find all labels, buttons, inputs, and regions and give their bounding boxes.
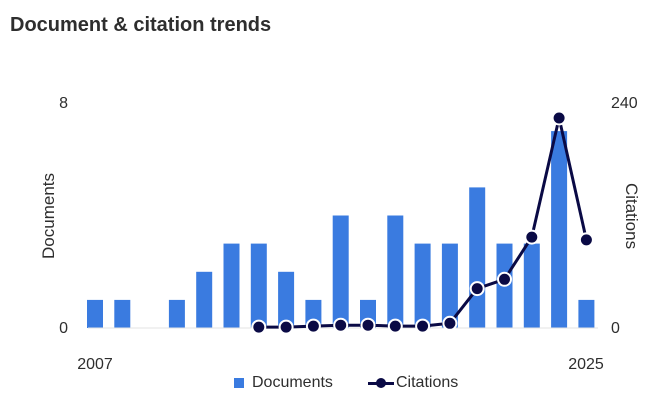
bar-documents-2020[interactable] <box>441 243 458 328</box>
bar-documents-2021[interactable] <box>469 187 486 328</box>
point-citations-2015[interactable] <box>305 318 321 334</box>
point-citations-2017[interactable] <box>360 317 376 333</box>
point-citations-2022[interactable] <box>497 271 512 287</box>
y2-axis-title: Citations <box>622 183 641 249</box>
bar-documents-2007[interactable] <box>87 299 103 328</box>
bar-documents-2012[interactable] <box>223 243 240 328</box>
point-citations-2018[interactable] <box>387 318 403 334</box>
bar-documents-2013[interactable] <box>250 243 267 328</box>
point-citations-2020[interactable] <box>442 315 458 331</box>
point-citations-2014[interactable] <box>278 319 294 335</box>
legend-label-documents: Documents <box>252 374 333 391</box>
bar-documents-2011[interactable] <box>196 271 213 329</box>
x-tick-first: 2007 <box>77 356 113 373</box>
y-tick-top: 8 <box>59 95 68 112</box>
point-citations-2024[interactable] <box>551 110 567 126</box>
point-citations-2016[interactable] <box>333 317 349 333</box>
point-citations-2021[interactable] <box>469 281 485 297</box>
point-citations-2025[interactable] <box>578 232 594 248</box>
x-tick-last: 2025 <box>568 356 604 373</box>
bar-documents-2024[interactable] <box>551 131 568 328</box>
y2-tick-top: 240 <box>611 95 638 112</box>
legend-swatch-citations <box>368 378 394 388</box>
point-citations-2019[interactable] <box>415 318 431 334</box>
bar-documents-2010[interactable] <box>168 299 185 328</box>
y-tick-bottom: 0 <box>59 320 68 337</box>
bar-documents-2018[interactable] <box>387 215 404 329</box>
point-citations-2023[interactable] <box>524 229 540 245</box>
y-axis-title: Documents <box>39 173 58 259</box>
legend-label-citations: Citations <box>396 374 459 391</box>
citations-line-layer <box>251 110 594 335</box>
bar-documents-2008[interactable] <box>114 299 131 328</box>
bar-documents-2019[interactable] <box>414 243 431 328</box>
legend-item-documents[interactable]: Documents <box>234 374 333 392</box>
bar-documents-2025[interactable] <box>578 299 595 328</box>
y2-tick-bottom: 0 <box>611 320 620 337</box>
legend-item-citations[interactable]: Citations <box>368 374 458 392</box>
documents-bars <box>87 131 595 329</box>
bar-documents-2016[interactable] <box>332 215 349 329</box>
point-citations-2013[interactable] <box>251 319 267 335</box>
legend: Documents Citations <box>0 374 670 398</box>
bar-documents-2023[interactable] <box>523 243 540 328</box>
legend-swatch-documents <box>234 378 244 388</box>
chart-title: Document & citation trends <box>10 14 272 36</box>
bar-documents-2014[interactable] <box>278 271 295 329</box>
